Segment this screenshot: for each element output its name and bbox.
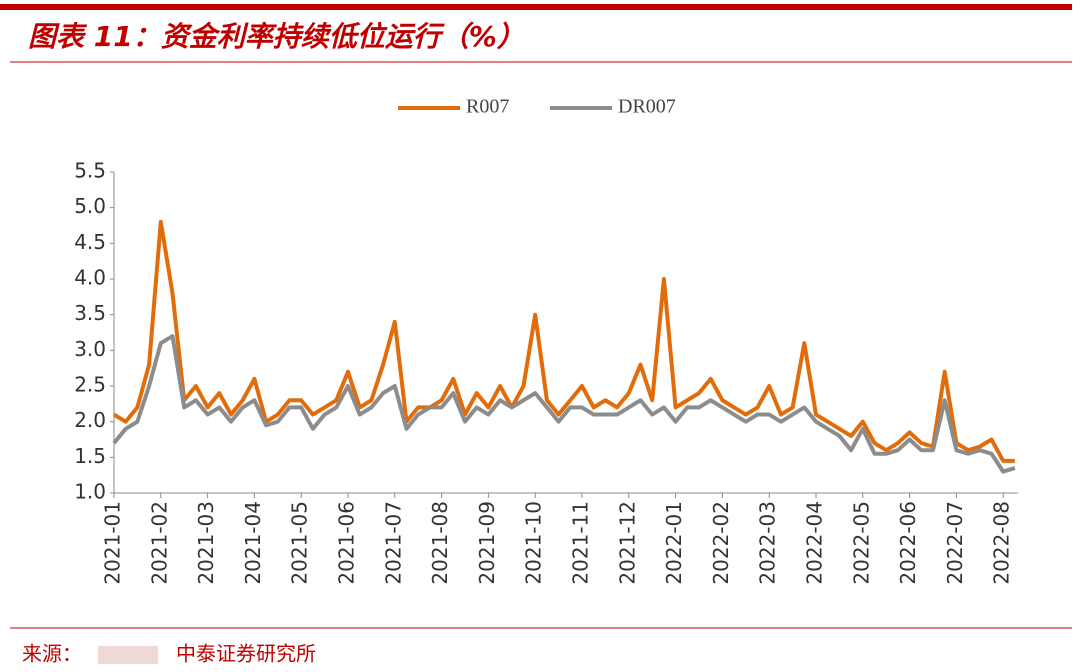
series-line	[112, 334, 1016, 474]
x-tick-label: 2021-07	[381, 501, 405, 585]
source-text: 中泰证券研究所	[176, 642, 316, 666]
y-tick-label: 1.0	[74, 480, 106, 504]
series-line	[112, 219, 1015, 463]
blurred-text	[98, 646, 158, 664]
y-tick-label: 4.0	[74, 266, 106, 290]
x-tick-label: 2022-05	[849, 501, 873, 585]
x-tick-label: 2021-02	[147, 501, 171, 585]
x-tick-label: 2022-02	[709, 501, 733, 585]
legend-label: DR007	[618, 96, 676, 118]
x-tick-label: 2022-01	[662, 501, 686, 585]
y-tick-label: 2.0	[74, 408, 106, 432]
x-tick-label: 2022-07	[943, 501, 967, 585]
y-tick-label: 4.5	[74, 230, 106, 254]
y-tick-label: 5.0	[74, 194, 106, 218]
x-tick-label: 2022-08	[990, 501, 1014, 585]
x-tick-label: 2021-03	[194, 501, 218, 585]
y-tick-label: 1.5	[74, 444, 106, 468]
legend-label: R007	[466, 96, 509, 118]
x-tick-label: 2022-06	[896, 501, 920, 585]
x-tick-label: 2021-04	[241, 501, 265, 585]
x-tick-label: 2021-11	[569, 501, 593, 585]
x-tick-label: 2021-08	[428, 501, 452, 585]
x-tick-label: 2021-06	[335, 501, 359, 585]
top-bar	[0, 4, 1072, 10]
x-tick-label: 2022-04	[803, 501, 827, 585]
x-tick-label: 2021-05	[288, 501, 312, 585]
y-tick-label: 2.5	[74, 373, 106, 397]
x-tick-label: 2022-03	[756, 501, 780, 585]
y-tick-label: 3.5	[74, 301, 106, 325]
y-tick-label: 5.5	[74, 159, 106, 183]
y-tick-label: 3.0	[74, 337, 106, 361]
chart-title: 图表 11：资金利率持续低位运行（%）	[28, 20, 525, 53]
x-tick-label: 2021-10	[522, 501, 546, 585]
x-tick-label: 2021-09	[475, 501, 499, 585]
x-tick-label: 2021-01	[101, 501, 125, 585]
x-tick-label: 2021-12	[615, 501, 639, 585]
source-label: 来源：	[22, 642, 82, 666]
